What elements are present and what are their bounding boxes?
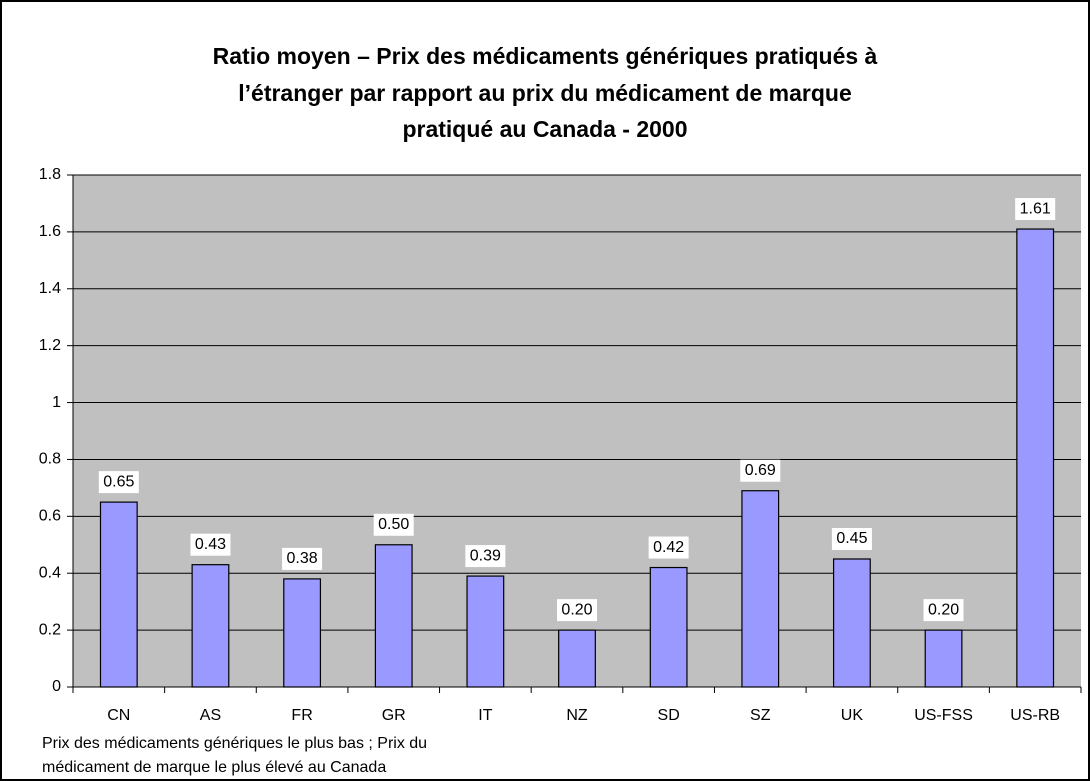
data-label: 0.65 (103, 473, 134, 490)
data-label-bg (190, 533, 231, 556)
chart-title: pratiqué au Canada - 2000 (402, 116, 687, 142)
data-label-bg (831, 528, 872, 550)
data-label-bg (923, 599, 964, 622)
footnote: médicament de marque le plus élevé au Ca… (42, 759, 386, 776)
y-tick-label: 1.8 (39, 166, 61, 183)
y-tick-label: 0.2 (39, 621, 61, 638)
data-label-bg (557, 599, 597, 622)
x-tick-label: SZ (750, 707, 771, 724)
data-label: 0.39 (470, 547, 501, 564)
x-tick-label: US-RB (1010, 707, 1060, 724)
data-label-bg (648, 536, 689, 559)
bar (832, 558, 871, 688)
data-label: 0.42 (653, 539, 684, 556)
x-tick-label: NZ (566, 707, 588, 724)
y-tick-label: 0.4 (39, 564, 61, 581)
data-label-bg (1015, 198, 1056, 221)
data-label: 0.38 (287, 550, 318, 567)
x-tick-label: US-FSS (914, 707, 973, 724)
bar (466, 575, 505, 688)
y-tick-label: 0.8 (39, 451, 61, 468)
x-tick-label: GR (382, 707, 406, 724)
bar (99, 501, 138, 688)
data-label-bg (282, 547, 323, 570)
x-tick-label: SD (658, 707, 680, 724)
data-label-bg (740, 459, 781, 482)
y-tick-label: 1.4 (39, 280, 61, 297)
data-label-bg (98, 471, 139, 494)
y-tick-label: 0.6 (39, 508, 61, 525)
bar (924, 629, 963, 688)
y-tick-label: 1.2 (39, 337, 61, 354)
data-label: 1.61 (1020, 200, 1051, 217)
chart-title: l’étranger par rapport au prix du médica… (238, 80, 852, 106)
data-label: 0.69 (745, 462, 776, 479)
data-label: 0.20 (928, 601, 959, 618)
bar (283, 578, 322, 688)
x-tick-label: FR (291, 707, 312, 724)
bar (191, 564, 230, 688)
x-tick-label: IT (478, 707, 492, 724)
x-tick-label: AS (200, 707, 221, 724)
x-tick-label: UK (841, 707, 864, 724)
y-tick-label: 0 (52, 678, 61, 695)
bar (558, 629, 596, 688)
data-label: 0.43 (195, 536, 226, 553)
bar (1016, 228, 1055, 688)
data-label: 0.50 (378, 516, 409, 533)
y-tick-label: 1.6 (39, 223, 61, 240)
bar (741, 490, 780, 688)
data-label: 0.20 (561, 601, 592, 618)
chart-title: Ratio moyen – Prix des médicaments génér… (213, 43, 878, 69)
y-tick-label: 1 (52, 394, 61, 411)
x-tick-label: CN (107, 707, 130, 724)
bar (374, 544, 413, 688)
bar (649, 566, 688, 688)
data-label-bg (373, 513, 414, 536)
data-label: 0.45 (836, 530, 867, 547)
footnote: Prix des médicaments génériques le plus … (42, 735, 427, 752)
data-label-bg (465, 545, 506, 568)
